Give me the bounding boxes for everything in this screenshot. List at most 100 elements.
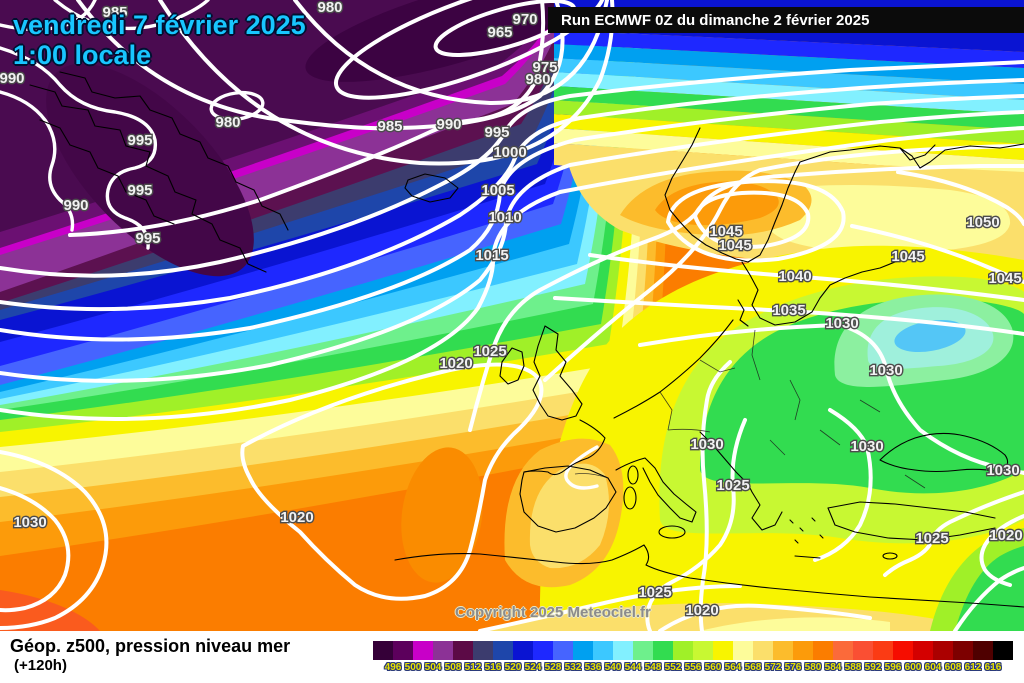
pressure-label: 1025	[638, 584, 671, 601]
scale-swatch	[853, 641, 873, 660]
model-run-text: Run ECMWF 0Z du dimanche 2 février 2025	[561, 11, 870, 29]
scale-swatch	[713, 641, 733, 660]
pressure-label: 1030	[13, 514, 46, 531]
pressure-label: 1030	[850, 438, 883, 455]
pressure-label: 1045	[988, 270, 1021, 287]
pressure-label: 995	[127, 182, 152, 199]
pressure-label: 980	[525, 71, 550, 88]
color-scale-bar	[373, 641, 1013, 660]
model-run-bar: Run ECMWF 0Z du dimanche 2 février 2025	[548, 7, 1024, 33]
legend-title: Géop. z500, pression niveau mer	[10, 636, 291, 656]
pressure-label: 1025	[915, 530, 948, 547]
scale-value: 556	[684, 662, 702, 673]
scale-value: 496	[384, 662, 402, 673]
pressure-label: 990	[436, 116, 461, 133]
scale-value: 604	[924, 662, 942, 673]
forecast-date: vendredi 7 février 2025	[13, 10, 306, 40]
scale-value: 596	[884, 662, 902, 673]
pressure-label: 1025	[473, 343, 506, 360]
pressure-label: 990	[0, 70, 25, 87]
pressure-label: 1015	[475, 247, 508, 264]
scale-swatch	[593, 641, 613, 660]
scale-swatch	[873, 641, 893, 660]
pressure-label: 995	[127, 132, 152, 149]
pressure-label: 1035	[772, 302, 805, 319]
scale-swatch	[393, 641, 413, 660]
scale-swatch	[613, 641, 633, 660]
pressure-label: 980	[317, 0, 342, 16]
pressure-label: 1005	[481, 182, 514, 199]
scale-value: 584	[824, 662, 842, 673]
pressure-label: 1045	[718, 237, 751, 254]
scale-value: 524	[524, 662, 542, 673]
pressure-label: 1045	[709, 223, 742, 240]
scale-value: 540	[604, 662, 622, 673]
scale-value: 500	[404, 662, 422, 673]
scale-value: 508	[444, 662, 462, 673]
scale-swatch	[553, 641, 573, 660]
scale-value: 536	[584, 662, 602, 673]
arctic-band	[554, 30, 1024, 68]
scale-swatch	[413, 641, 433, 660]
pressure-label: 1010	[488, 209, 521, 226]
scale-swatch	[993, 641, 1013, 660]
pressure-label: 1030	[690, 436, 723, 453]
scale-swatch	[633, 641, 653, 660]
scale-value: 544	[624, 662, 642, 673]
legend-lead-time: (+120h)	[14, 657, 67, 674]
scale-value: 516	[484, 662, 502, 673]
scale-swatch	[733, 641, 753, 660]
pressure-label: 970	[512, 11, 537, 28]
scale-value: 592	[864, 662, 882, 673]
arctic-band	[554, 58, 1024, 100]
scale-swatch	[453, 641, 473, 660]
pressure-label: 1020	[439, 355, 472, 372]
arctic-band	[554, 128, 1024, 175]
forecast-hour: 1:00 locale	[13, 40, 152, 71]
pressure-label: 990	[63, 197, 88, 214]
pressure-label: 1000	[493, 144, 526, 161]
scale-value: 616	[984, 662, 1002, 673]
coastlines	[29, 71, 1024, 608]
scale-swatch	[373, 641, 393, 660]
pressure-label: 975	[532, 59, 557, 76]
pressure-label: 1050	[966, 214, 999, 231]
scale-value: 588	[844, 662, 862, 673]
scale-swatch	[493, 641, 513, 660]
scale-value: 504	[424, 662, 442, 673]
pressure-label: 980	[215, 114, 240, 131]
color-scale-labels: 496 500 504 508 512 516 520 524 528 532 536 540 544 5…	[373, 662, 1013, 676]
scale-value: 560	[704, 662, 722, 673]
scale-value: 568	[744, 662, 762, 673]
pressure-label: 1040	[778, 268, 811, 285]
scale-value: 548	[644, 662, 662, 673]
arctic-band	[554, 100, 1024, 144]
iberia-region	[0, 438, 624, 631]
scale-swatch	[573, 641, 593, 660]
scale-swatch	[893, 641, 913, 660]
scale-value: 572	[764, 662, 782, 673]
pressure-label: 1030	[825, 315, 858, 332]
scale-swatch	[933, 641, 953, 660]
scale-swatch	[913, 641, 933, 660]
scale-value: 520	[504, 662, 522, 673]
pressure-label: 1025	[716, 477, 749, 494]
scale-swatch	[833, 641, 853, 660]
scale-value: 512	[464, 662, 482, 673]
scale-value: 552	[664, 662, 682, 673]
arctic-band	[554, 44, 1024, 84]
legend-strip: Géop. z500, pression niveau mer (+120h) …	[0, 631, 1024, 683]
scale-swatch	[793, 641, 813, 660]
pressure-label: 1030	[986, 462, 1019, 479]
scale-swatch	[653, 641, 673, 660]
isobar-contours	[0, 0, 1024, 631]
pressure-label: 1030	[869, 362, 902, 379]
pressure-label: 995	[484, 124, 509, 141]
map-canvas: 985 980 970 965 975 980 990 980 995 995 990 995 985 9…	[0, 0, 1024, 631]
copyright-label: Copyright 2025 Meteociel.fr	[455, 604, 651, 621]
scale-value: 528	[544, 662, 562, 673]
scale-swatch	[693, 641, 713, 660]
scale-swatch	[473, 641, 493, 660]
